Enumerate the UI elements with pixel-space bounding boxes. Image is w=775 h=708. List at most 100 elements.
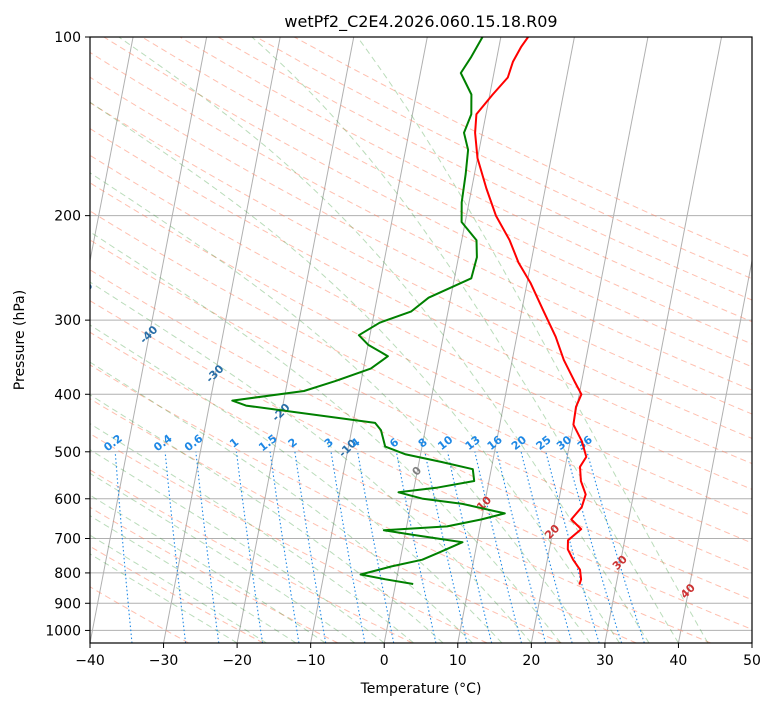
mixing-ratio-line <box>235 451 264 643</box>
isotherm-line <box>751 640 752 643</box>
mixing-ratio-label: 3 <box>322 436 336 451</box>
dry-adiabat-line <box>90 154 752 490</box>
plot-area: -100-90-80-70-60-50-40-30-20-10010203040… <box>0 37 752 643</box>
x-tick-label: 50 <box>743 653 761 669</box>
x-axis-label: Temperature (°C) <box>360 681 482 697</box>
dry-adiabat-line <box>90 398 562 643</box>
mixing-ratio-lines <box>114 451 645 643</box>
x-tick-label: −30 <box>149 653 179 669</box>
x-tick-label: 40 <box>670 653 688 669</box>
dry-adiabat-line <box>90 433 488 643</box>
x-tick-label: −20 <box>222 653 252 669</box>
isotherm-line <box>604 37 723 643</box>
x-tick-label: 0 <box>380 653 389 669</box>
x-tick-label: −40 <box>75 653 105 669</box>
dry-adiabat-line <box>90 469 413 643</box>
x-tick-label: 20 <box>522 653 540 669</box>
mixing-ratio-line <box>195 451 220 643</box>
y-axis-ticks: 100 200 300 400 500 600 700 800 900 1000 <box>45 30 90 639</box>
mixing-ratio-label: 16 <box>485 433 505 453</box>
isotherm-line <box>530 37 649 643</box>
dewpoint-trace <box>231 37 506 585</box>
mixing-ratio-line <box>424 451 468 643</box>
mixing-ratio-line <box>520 451 573 643</box>
mixing-ratio-label: 0.6 <box>182 432 206 454</box>
mixing-ratio-line <box>447 451 493 643</box>
y-tick-label: 100 <box>54 30 81 46</box>
dry-adiabat-line <box>90 364 637 643</box>
moist-adiabat-line <box>90 101 621 643</box>
dry-adiabat-line <box>179 37 752 323</box>
moist-adiabat-line <box>90 449 385 643</box>
dry-adiabat-line <box>294 37 752 259</box>
y-tick-label: 800 <box>54 566 81 582</box>
mixing-ratio-line <box>474 451 523 643</box>
chart-title: wetPf2_C2E4.2026.060.15.18.R09 <box>284 12 557 32</box>
y-tick-label: 200 <box>54 209 81 225</box>
mixing-ratio-label: 8 <box>416 436 430 451</box>
dry-adiabat-line <box>90 76 752 415</box>
mixing-ratio-label: 2 <box>286 436 300 451</box>
mixing-ratio-label: 1 <box>227 436 241 451</box>
dry-adiabat-line <box>90 182 752 517</box>
y-tick-label: 500 <box>54 445 81 461</box>
mixing-ratio-line <box>395 451 437 643</box>
moist-adiabat-line <box>356 37 709 643</box>
mixing-ratio-label: 20 <box>509 433 529 453</box>
dry-adiabat-line <box>90 210 752 544</box>
dry-adiabat-line <box>217 37 752 301</box>
mixing-ratio-line <box>586 451 645 643</box>
dry-adiabat-label: -20 <box>269 401 292 424</box>
dry-adiabat-line <box>90 300 752 630</box>
moist-adiabat-line <box>90 231 562 643</box>
mixing-ratio-line <box>357 451 395 643</box>
moist-adiabat-line <box>90 423 414 643</box>
mixing-ratio-line <box>294 451 327 643</box>
moist-adiabat-line <box>90 172 591 643</box>
mixing-ratio-label: 13 <box>463 433 483 453</box>
mixing-ratio-label: 1.5 <box>256 432 279 454</box>
isotherm-line <box>163 37 281 643</box>
dry-adiabats <box>90 37 752 643</box>
mixing-ratio-labels: 0.1 0.2 0.4 0.6 1 1.5 2 3 4 6 8 10 13 16 20 25 30 36 <box>101 432 595 454</box>
isotherm-line <box>0 37 60 643</box>
isotherm-line <box>90 37 208 643</box>
temperature-trace <box>474 37 588 585</box>
mixing-ratio-label: 10 <box>435 433 455 453</box>
dry-adiabat-line <box>90 586 189 643</box>
isotherm-line <box>383 37 502 643</box>
isotherm-line <box>310 37 428 643</box>
moist-adiabats <box>90 37 709 643</box>
dry-adiabat-line <box>90 506 339 643</box>
x-axis-ticks: −40 −30 −20 −10 0 10 20 30 40 50 <box>75 643 761 669</box>
mixing-ratio-line <box>164 451 187 643</box>
y-tick-label: 900 <box>54 596 81 612</box>
dry-adiabat-line <box>90 545 264 643</box>
x-tick-label: −10 <box>296 653 326 669</box>
mixing-ratio-line <box>565 451 623 643</box>
x-tick-label: 30 <box>596 653 614 669</box>
moist-adiabat-line <box>90 324 503 643</box>
plot-frame <box>89 36 753 644</box>
isotherm-line <box>457 37 575 643</box>
moist-adiabat-line <box>251 37 679 643</box>
y-tick-label: 600 <box>54 492 81 508</box>
dry-adiabat-label: -30 <box>203 362 226 385</box>
mixing-ratio-line <box>496 451 547 643</box>
moist-adiabat-line <box>90 553 238 643</box>
sounding-traces <box>231 37 588 585</box>
moist-adiabat-line <box>90 361 473 643</box>
y-tick-label: 300 <box>54 313 81 329</box>
dry-adiabat-line <box>90 102 752 440</box>
mixing-ratio-label: 0.2 <box>101 432 124 454</box>
moist-adiabat-line <box>90 472 356 643</box>
y-tick-label: 700 <box>54 532 81 548</box>
moist-adiabat-line <box>90 394 444 643</box>
y-axis-label: Pressure (hPa) <box>12 290 28 390</box>
dry-adiabat-label: -50 <box>72 279 95 302</box>
dry-adiabat-line <box>90 331 711 643</box>
moist-adiabat-line <box>90 281 532 643</box>
mixing-ratio-line <box>545 451 600 643</box>
